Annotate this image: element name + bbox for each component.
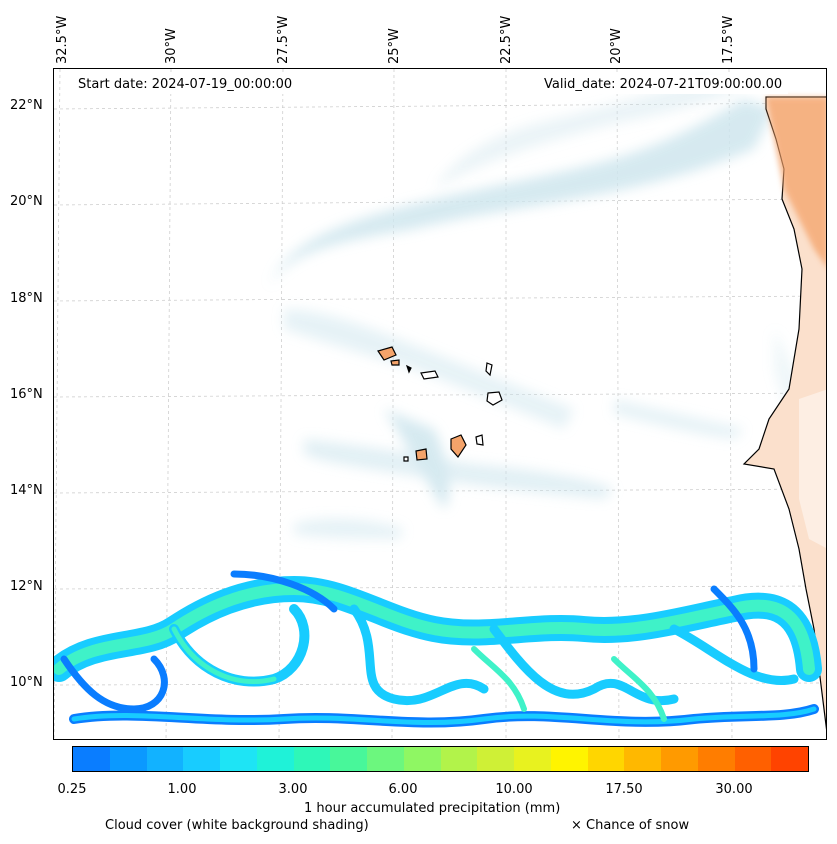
map-panel[interactable] [53,68,827,740]
colorbar-tick-3-00: 3.00 [278,782,308,797]
land-africa [742,96,826,730]
colorbar-segment-16 [661,747,698,771]
lat-label-20n: 20°N [10,194,43,209]
lat-label-10n: 10°N [10,675,43,690]
colorbar-segment-3 [183,747,220,771]
lat-label-16n: 16°N [10,387,43,402]
colorbar-tick-0-25: 0.25 [57,782,87,797]
lon-label-17-5w: 17.5°W [721,15,736,64]
lat-label-12n: 12°N [10,579,43,594]
lat-label-18n: 18°N [10,291,43,306]
colorbar-segment-4 [220,747,257,771]
colorbar-segment-2 [146,747,184,771]
start-date-label: Start date: 2024-07-19_00:00:00 [72,75,299,94]
valid-date-label: Valid_date: 2024-07-21T09:00:00.00 [538,75,789,94]
colorbar-segment-5 [256,747,294,771]
colorbar-segment-11 [477,747,514,771]
colorbar-segment-14 [587,747,625,771]
colorbar-segment-0 [73,747,110,771]
lat-label-14n: 14°N [10,483,43,498]
lon-label-32-5w: 32.5°W [55,15,70,64]
colorbar-label: 1 hour accumulated precipitation (mm) [304,801,561,816]
cloud-cover-shading [269,79,824,539]
lon-label-25w: 25°W [387,28,402,64]
colorbar-tick-17-50: 17.50 [605,782,643,797]
colorbar-segment-7 [330,747,367,771]
cloud-cover-legend: Cloud cover (white background shading) [105,818,369,833]
colorbar-segment-15 [624,747,661,771]
colorbar-segment-9 [403,747,441,771]
precipitation-colorbar [72,746,809,772]
snow-legend: × Chance of snow [571,818,690,833]
colorbar-segment-6 [293,747,331,771]
colorbar-tick-6-00: 6.00 [388,782,418,797]
colorbar-segment-17 [697,747,735,771]
colorbar-segment-8 [367,747,404,771]
lon-label-30w: 30°W [164,28,179,64]
colorbar-segment-10 [440,747,478,771]
lon-label-20w: 20°W [609,28,624,64]
lon-label-27-5w: 27.5°W [276,15,291,64]
lon-label-22-5w: 22.5°W [499,15,514,64]
lat-label-22n: 22°N [10,98,43,113]
colorbar-segment-18 [734,747,772,771]
colorbar-tick-30-00: 30.00 [715,782,753,797]
colorbar-segment-13 [550,747,588,771]
colorbar-tick-10-00: 10.00 [495,782,533,797]
colorbar-segment-12 [514,747,551,771]
cape-verde-islands [377,346,503,462]
colorbar-segment-1 [109,747,147,771]
colorbar-tick-1-00: 1.00 [167,782,197,797]
precipitation-band [54,570,822,728]
colorbar-segment-19 [771,747,808,771]
map-canvas [54,69,826,739]
